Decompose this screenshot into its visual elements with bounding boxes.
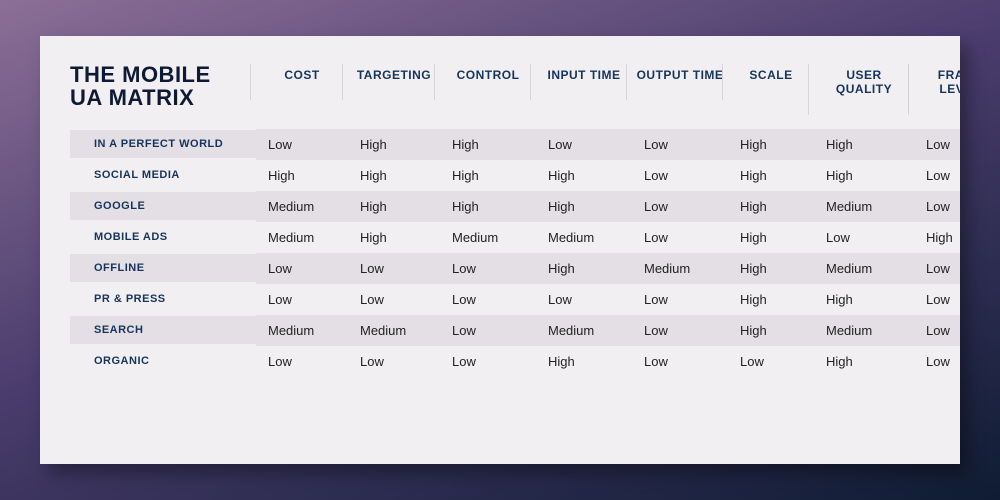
data-cell: Low (814, 222, 914, 253)
data-cell: Medium (256, 222, 348, 253)
row-label: IN A PERFECT WORLD (70, 130, 256, 158)
matrix-title-line2: UA MATRIX (70, 86, 256, 109)
data-cell: High (728, 315, 814, 346)
data-cell: High (440, 160, 536, 191)
data-cell: Low (632, 160, 728, 191)
matrix-title: THE MOBILEUA MATRIX (70, 63, 256, 109)
data-cell: High (814, 284, 914, 315)
data-cell: Low (728, 346, 814, 377)
data-cell: Medium (440, 222, 536, 253)
data-cell: High (728, 253, 814, 284)
row-label: OFFLINE (70, 254, 256, 282)
column-header: FRAUD LEVEL (914, 62, 960, 111)
data-cell: Medium (536, 315, 632, 346)
data-cell: High (440, 191, 536, 222)
header-spacer (70, 111, 960, 129)
data-cell: High (814, 346, 914, 377)
data-cell: Low (632, 191, 728, 222)
data-cell: High (536, 346, 632, 377)
data-cell: Medium (348, 315, 440, 346)
column-header: SCALE (728, 62, 814, 96)
data-cell: High (728, 222, 814, 253)
data-cell: High (348, 129, 440, 160)
matrix-card: THE MOBILEUA MATRIXCOSTTARGETINGCONTROLI… (40, 36, 960, 464)
data-cell: High (536, 160, 632, 191)
data-cell: High (914, 222, 960, 253)
data-cell: High (348, 191, 440, 222)
data-cell: Low (914, 315, 960, 346)
data-cell: Low (440, 284, 536, 315)
row-label: PR & PRESS (70, 285, 256, 313)
data-cell: High (348, 222, 440, 253)
data-cell: Low (256, 346, 348, 377)
data-cell: Low (440, 315, 536, 346)
data-cell: Low (632, 129, 728, 160)
data-cell: Low (914, 346, 960, 377)
column-header: USER QUALITY (814, 62, 914, 111)
data-cell: Medium (814, 191, 914, 222)
data-cell: Low (914, 253, 960, 284)
column-header: TARGETING (348, 62, 440, 96)
row-label: MOBILE ADS (70, 223, 256, 251)
column-header: OUTPUT TIME (632, 62, 728, 96)
row-label: SEARCH (70, 316, 256, 344)
row-label: SOCIAL MEDIA (70, 161, 256, 189)
data-cell: High (814, 129, 914, 160)
data-cell: Medium (632, 253, 728, 284)
data-cell: High (814, 160, 914, 191)
data-cell: Low (632, 346, 728, 377)
data-cell: Low (914, 284, 960, 315)
data-cell: Low (256, 129, 348, 160)
data-cell: Low (348, 253, 440, 284)
data-cell: Low (632, 284, 728, 315)
data-cell: High (440, 129, 536, 160)
data-cell: Low (256, 253, 348, 284)
data-cell: Low (632, 315, 728, 346)
column-header: COST (256, 62, 348, 96)
data-cell: High (536, 253, 632, 284)
data-cell: High (728, 284, 814, 315)
data-cell: Low (632, 222, 728, 253)
column-header: INPUT TIME (536, 62, 632, 96)
column-header: CONTROL (440, 62, 536, 96)
data-cell: Medium (814, 315, 914, 346)
data-cell: Medium (256, 315, 348, 346)
data-cell: Medium (814, 253, 914, 284)
data-cell: High (256, 160, 348, 191)
data-cell: Low (914, 191, 960, 222)
data-cell: High (536, 191, 632, 222)
data-cell: Low (914, 160, 960, 191)
data-cell: High (728, 191, 814, 222)
data-cell: Medium (536, 222, 632, 253)
stage: THE MOBILEUA MATRIXCOSTTARGETINGCONTROLI… (0, 0, 1000, 500)
data-cell: Low (256, 284, 348, 315)
data-cell: High (348, 160, 440, 191)
data-cell: Low (536, 129, 632, 160)
data-cell: Low (348, 346, 440, 377)
data-cell: Low (536, 284, 632, 315)
row-label: ORGANIC (70, 347, 256, 375)
data-cell: High (728, 160, 814, 191)
matrix-title-line1: THE MOBILE (70, 63, 256, 86)
data-cell: Low (914, 129, 960, 160)
data-cell: Low (440, 346, 536, 377)
data-cell: High (728, 129, 814, 160)
data-cell: Medium (256, 191, 348, 222)
matrix-grid: THE MOBILEUA MATRIXCOSTTARGETINGCONTROLI… (70, 62, 930, 377)
data-cell: Low (348, 284, 440, 315)
row-label: GOOGLE (70, 192, 256, 220)
data-cell: Low (440, 253, 536, 284)
